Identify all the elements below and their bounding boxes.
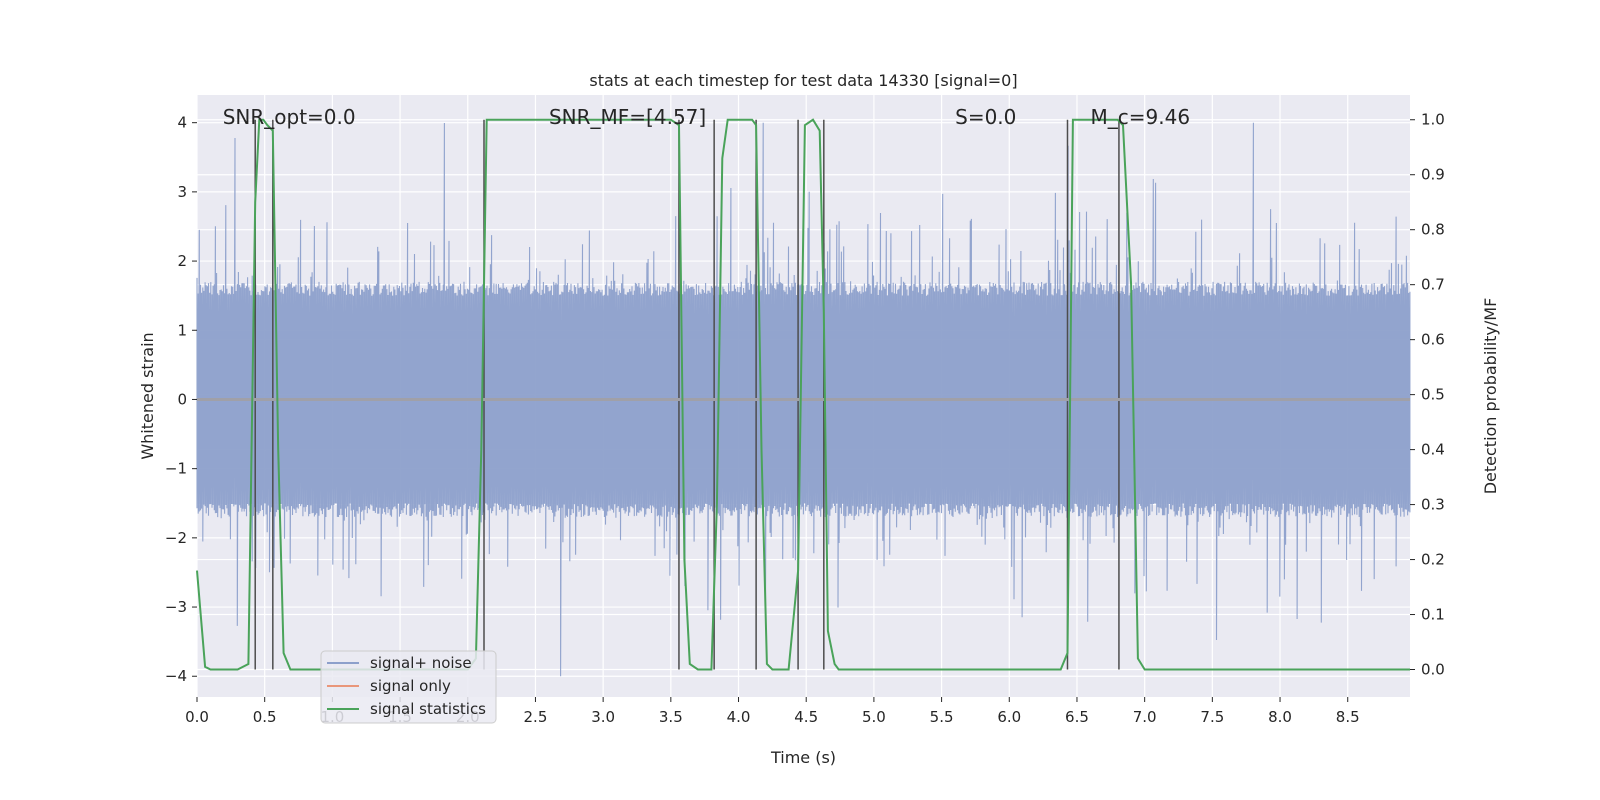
- annotation-snr-mf: SNR_MF=[4.57]: [549, 105, 706, 129]
- y-tick-label: 0: [177, 390, 187, 408]
- y2-axis-title: Detection probability/MF: [1481, 298, 1500, 495]
- annotation-mc: M_c=9.46: [1091, 105, 1191, 129]
- x-axis-title: Time (s): [770, 748, 836, 767]
- y2-tick-label: 0.9: [1421, 166, 1445, 184]
- annotation-snr-opt: SNR_opt=0.0: [223, 105, 356, 129]
- x-tick-label: 0.0: [185, 708, 209, 726]
- y2-axis-ticks: 0.0 0.1 0.2 0.3 0.4 0.5 0.6 0.7 0.8 0.9 1.0: [1410, 111, 1445, 679]
- x-tick-label: 5.5: [930, 708, 954, 726]
- chart-title: stats at each timestep for test data 143…: [589, 71, 1017, 90]
- x-tick-label: 0.5: [253, 708, 277, 726]
- x-tick-label: 6.0: [997, 708, 1021, 726]
- y-tick-label: 2: [177, 252, 187, 270]
- legend-box: [320, 650, 497, 724]
- x-tick-label: 3.5: [659, 708, 683, 726]
- y-tick-label: −1: [165, 460, 187, 478]
- y-tick-label: −2: [165, 529, 187, 547]
- y-tick-label: 4: [177, 114, 187, 132]
- legend-label-signal-only: signal only: [370, 677, 451, 695]
- signal-statistics-line: [196, 118, 1410, 671]
- y2-tick-label: 0.8: [1421, 221, 1445, 239]
- x-tick-label: 8.5: [1336, 708, 1360, 726]
- y-tick-label: 1: [177, 321, 187, 339]
- y-axis-title: Whitened strain: [138, 332, 157, 459]
- legend: signal+ noise signal only signal statist…: [320, 650, 497, 724]
- x-tick-label: 4.0: [727, 708, 751, 726]
- x-tick-label: 3.0: [591, 708, 615, 726]
- x-tick-label: 6.5: [1065, 708, 1089, 726]
- x-tick-label: 5.0: [862, 708, 886, 726]
- y2-tick-label: 1.0: [1421, 111, 1445, 129]
- y2-tick-label: 0.0: [1421, 661, 1445, 679]
- legend-label-signal-noise: signal+ noise: [370, 654, 472, 672]
- y-tick-label: 3: [177, 183, 187, 201]
- x-tick-label: 7.0: [1133, 708, 1157, 726]
- y2-tick-label: 0.1: [1421, 606, 1445, 624]
- x-tick-label: 4.5: [794, 708, 818, 726]
- legend-label-signal-statistics: signal statistics: [370, 700, 486, 718]
- y2-tick-label: 0.6: [1421, 331, 1445, 349]
- y2-tick-label: 0.3: [1421, 496, 1445, 514]
- y-tick-label: −4: [165, 667, 187, 685]
- y2-tick-label: 0.5: [1421, 386, 1445, 404]
- y2-tick-label: 0.4: [1421, 441, 1445, 459]
- y-axis-ticks: −4 −3 −2 −1 0 1 2 3 4: [165, 114, 197, 685]
- y2-tick-label: 0.7: [1421, 276, 1445, 294]
- y-tick-label: −3: [165, 598, 187, 616]
- x-tick-label: 7.5: [1200, 708, 1224, 726]
- x-tick-label: 2.5: [524, 708, 548, 726]
- y2-tick-label: 0.2: [1421, 551, 1445, 569]
- annotation-s: S=0.0: [955, 105, 1016, 129]
- x-tick-label: 8.0: [1268, 708, 1292, 726]
